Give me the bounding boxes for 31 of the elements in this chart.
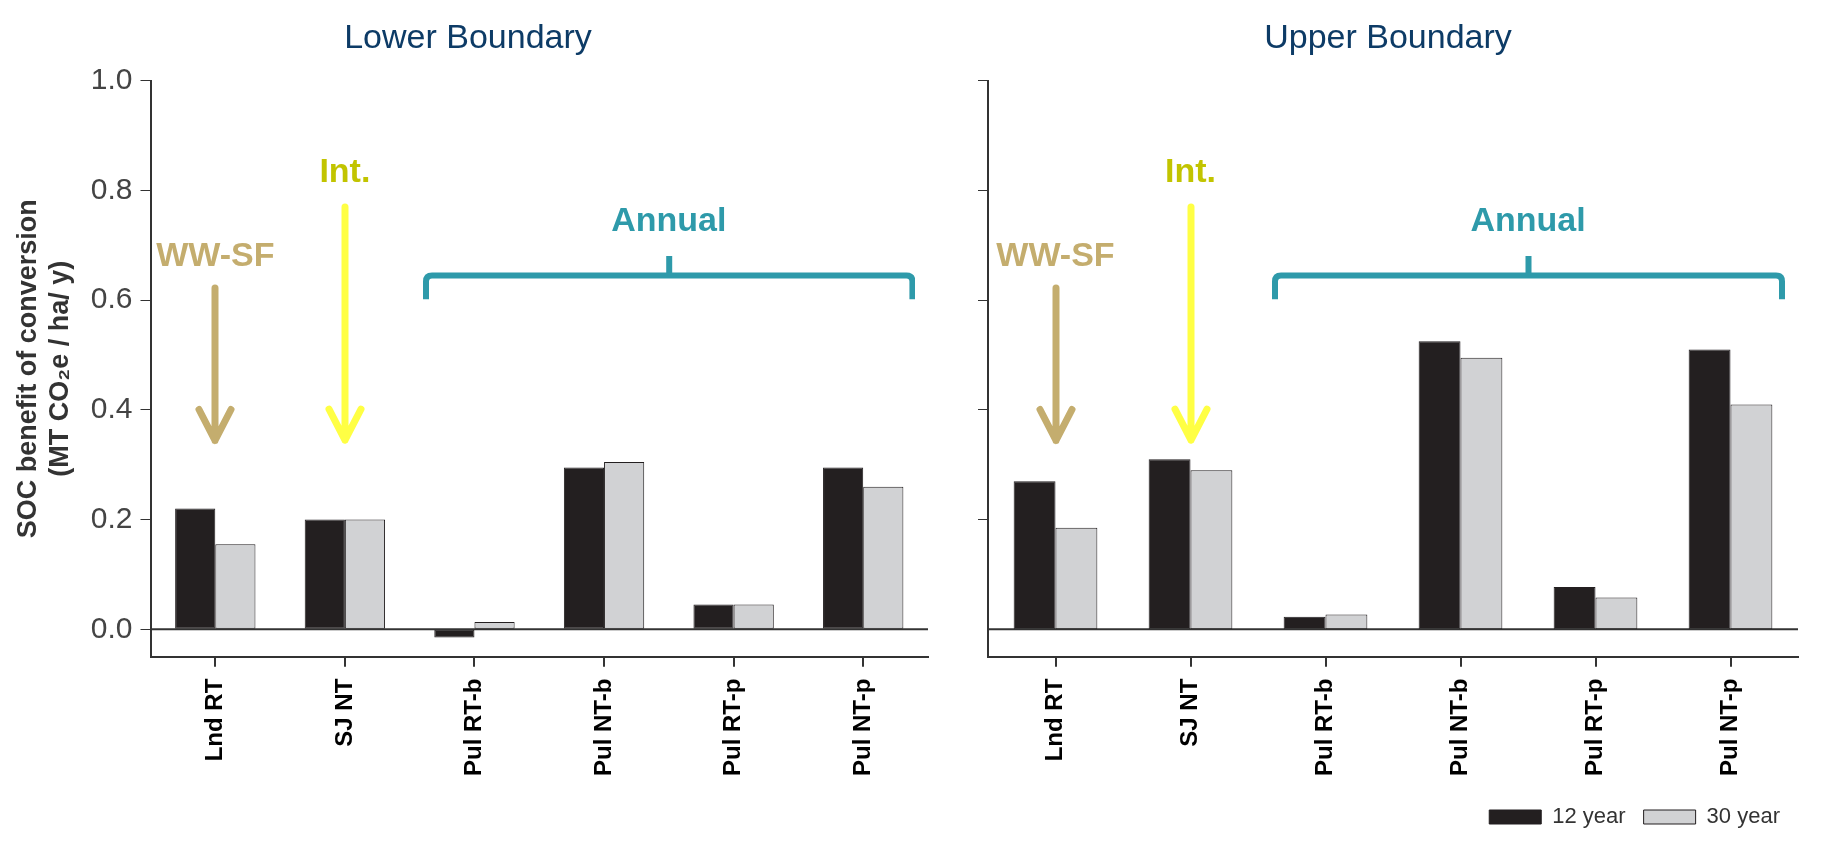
x-tick-label: Pul RT-p [1580, 678, 1608, 776]
x-tick-label: Pul RT-b [459, 678, 487, 776]
chart-title: Lower Boundary [344, 16, 592, 55]
x-tick-label: Lnd RT [1040, 678, 1068, 762]
y-tick-label: 0.8 [90, 171, 133, 205]
x-tick-label: SJ NT [1175, 678, 1203, 747]
x-tick-label: Pul RT-p [718, 678, 746, 776]
x-tick-label: Pul NT-p [847, 678, 875, 776]
x-tick-label: Pul NT-p [1715, 678, 1743, 776]
x-tick-label: SJ NT [329, 678, 357, 747]
annotation: Annual [1470, 199, 1586, 239]
y-tick-label: 0.4 [90, 391, 133, 425]
legend-label: 12 year [1552, 803, 1626, 829]
bar [175, 508, 216, 629]
annotation: WW-SF [156, 234, 275, 274]
annotation: Int. [319, 150, 371, 190]
chart-title: Upper Boundary [1264, 16, 1512, 55]
y-tick-label: 0.6 [90, 281, 133, 315]
x-tick-label: Lnd RT [199, 678, 227, 762]
x-tick-label: Pul RT-b [1310, 678, 1338, 776]
annotation: Annual [611, 199, 727, 239]
y-tick-label: 0.2 [90, 500, 133, 534]
y-axis-title: SOC benefit of conversion (MT CO₂e / ha/ y) [11, 199, 75, 539]
annotation: WW-SF [996, 234, 1115, 274]
bar [563, 467, 605, 629]
y-tick-label: 0.0 [90, 610, 133, 644]
x-tick-label: Pul NT-b [588, 678, 616, 776]
y-tick-label: 1.0 [90, 62, 133, 96]
legend-label: 30 year [1706, 803, 1781, 829]
x-tick-label: Pul NT-b [1445, 678, 1473, 776]
annotation: Int. [1165, 150, 1216, 190]
